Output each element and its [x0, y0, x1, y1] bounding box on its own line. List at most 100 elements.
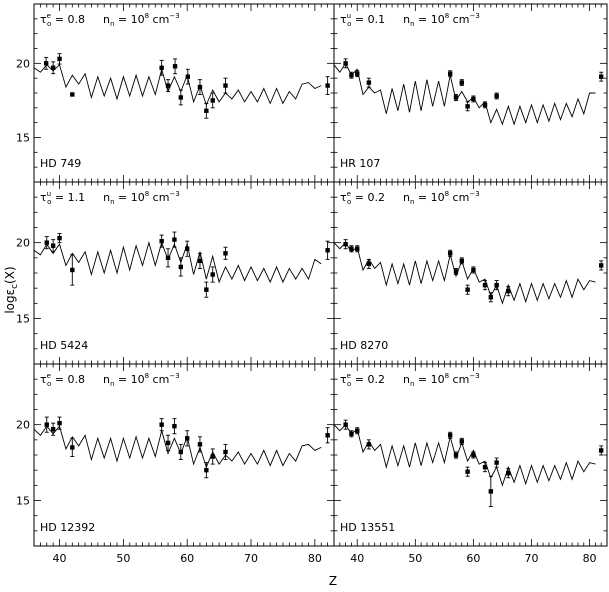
data-point	[482, 464, 488, 470]
data-point	[178, 264, 184, 270]
panel-parameters-label: τe o = 0.8 nn = 108 cm−3	[40, 372, 180, 388]
panel: τu o = 0.1 nn = 108 cm−3 HR 107	[333, 3, 608, 183]
data-point	[471, 452, 476, 458]
data-point	[50, 65, 56, 70]
data-point	[447, 251, 453, 256]
data-point	[165, 440, 171, 446]
data-point	[447, 71, 453, 76]
data-point	[355, 428, 360, 433]
data-point	[459, 80, 464, 85]
data-point	[598, 263, 604, 268]
data-point	[204, 108, 209, 113]
data-point	[343, 422, 348, 427]
data-point	[488, 295, 494, 300]
data-point	[165, 83, 171, 88]
data-point	[210, 272, 215, 277]
panel-parameters-label: τu o = 0.1 nn = 108 cm−3	[340, 12, 480, 28]
data-point	[465, 104, 470, 109]
x-axis-label: Z	[329, 574, 337, 588]
data-point	[465, 469, 470, 474]
y-axis-label: logεc(X)	[3, 266, 20, 313]
x-tick-label: 80	[308, 552, 322, 565]
data-point	[70, 92, 75, 97]
x-tick-label: 60	[466, 552, 480, 565]
x-tick-label: 50	[116, 552, 130, 565]
model-curve	[333, 62, 596, 126]
data-point	[204, 467, 209, 473]
data-point	[506, 289, 511, 294]
data-point	[349, 246, 354, 251]
panel-star-name: HR 107	[340, 157, 380, 170]
panel-parameters-label: τe o = 0.2 nn = 108 cm−3	[340, 372, 480, 388]
data-point	[210, 454, 215, 459]
data-point	[172, 423, 177, 429]
data-point	[57, 420, 62, 426]
data-point	[197, 258, 203, 264]
data-point	[343, 241, 348, 247]
data-point	[459, 258, 464, 264]
model-curve	[333, 241, 596, 305]
data-point	[366, 261, 372, 267]
data-point	[223, 83, 228, 88]
data-point	[453, 95, 459, 100]
data-point	[325, 83, 330, 88]
panel: τe o = 0.2 nn = 108 cm−3 HD 13551	[333, 363, 608, 547]
panel-grid: 15 20 τe o = 0.8 nn = 108 cm−3 HD 749 τu o = 0.…	[16, 3, 608, 547]
model-curve	[33, 241, 322, 284]
data-point	[223, 449, 228, 455]
panel-parameters-label: τe o = 0.2 nn = 108 cm−3	[340, 190, 480, 206]
data-point	[50, 243, 56, 248]
model-curve	[33, 425, 322, 469]
data-point	[349, 431, 354, 436]
data-point	[159, 238, 164, 244]
panel-star-name: HD 12392	[40, 521, 95, 534]
data-point	[459, 439, 464, 444]
data-point	[494, 282, 499, 288]
data-point	[50, 427, 56, 432]
y-tick-label: 15	[16, 313, 30, 326]
y-tick-label: 20	[16, 237, 30, 250]
data-point	[349, 73, 354, 78]
data-point	[453, 452, 459, 458]
panel-frame	[333, 363, 608, 547]
data-point	[482, 282, 488, 288]
data-point	[482, 102, 488, 108]
data-point	[488, 489, 494, 494]
data-point	[325, 433, 330, 438]
data-point	[57, 235, 62, 241]
data-point	[355, 246, 360, 251]
data-point	[366, 442, 372, 447]
data-point	[159, 422, 164, 427]
model-curve	[33, 63, 322, 107]
panel-star-name: HD 13551	[340, 521, 395, 534]
panel-parameters-label: τu o = 1.1 nn = 108 cm−3	[40, 190, 180, 206]
panel-star-name: HD 749	[40, 157, 81, 170]
data-point	[471, 267, 476, 273]
data-point	[70, 267, 75, 273]
y-tick-label: 15	[16, 132, 30, 145]
data-point	[598, 448, 604, 453]
panel: τe o = 0.2 nn = 108 cm−3 HD 8270	[333, 181, 608, 365]
data-point	[366, 80, 372, 85]
data-point	[453, 269, 459, 274]
data-point	[197, 442, 203, 447]
model-curve	[333, 423, 596, 487]
data-point	[57, 56, 62, 62]
data-point	[355, 71, 360, 76]
x-tick-labels: 40 50 60 70 80 40 50 60 70 80	[53, 552, 597, 565]
x-tick-label: 40	[53, 552, 67, 565]
x-tick-label: 50	[408, 552, 422, 565]
data-point	[204, 287, 209, 292]
x-tick-label: 70	[524, 552, 538, 565]
data-point	[172, 64, 178, 69]
data-point	[494, 460, 499, 465]
data-point	[210, 98, 215, 103]
x-tick-label: 70	[244, 552, 258, 565]
data-point	[197, 84, 203, 90]
panel-parameters-label: τe o = 0.8 nn = 108 cm−3	[40, 12, 180, 28]
y-tick-label: 15	[16, 495, 30, 508]
x-tick-label: 80	[583, 552, 597, 565]
data-point	[165, 255, 171, 261]
x-tick-label: 60	[180, 552, 194, 565]
